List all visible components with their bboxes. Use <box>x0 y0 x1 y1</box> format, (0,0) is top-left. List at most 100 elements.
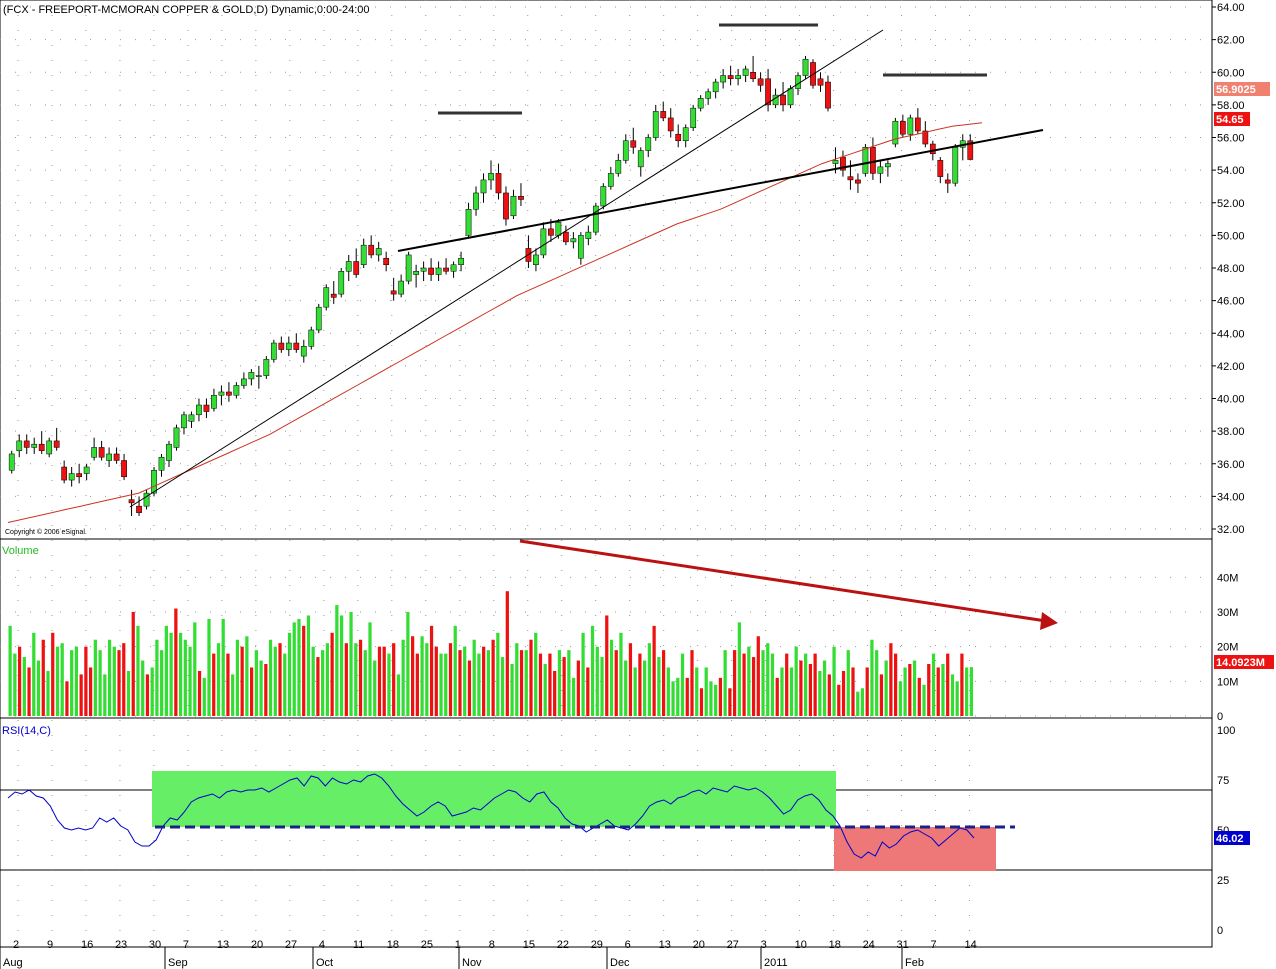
month-tick-label: Sep <box>168 957 188 969</box>
volume-downtrend-arrow <box>519 539 1047 623</box>
volume-bar <box>529 639 533 716</box>
price-tick-label: 46.00 <box>1217 296 1245 308</box>
date-tick-label: 7 <box>931 939 937 951</box>
candle-body <box>922 130 929 145</box>
candle-body <box>398 280 405 295</box>
volume-bar <box>524 650 528 716</box>
candle-body <box>862 147 869 174</box>
candle-body <box>188 414 195 422</box>
volume-bar <box>690 650 694 716</box>
volume-bar <box>770 653 775 716</box>
volume-bar <box>936 667 940 716</box>
volume-bar <box>685 677 689 716</box>
volume-bar <box>136 625 140 716</box>
date-tick-label: 10 <box>795 939 807 951</box>
volume-bar <box>709 681 713 716</box>
date-tick-label: 13 <box>659 939 671 951</box>
volume-bar <box>515 643 519 716</box>
candle-body <box>727 75 734 80</box>
chart-title: (FCX - FREEPORT-MCMORAN COPPER & GOLD,D)… <box>3 4 370 16</box>
price-tick-label: 52.00 <box>1217 198 1245 210</box>
volume-bar <box>737 622 741 716</box>
candle-body <box>518 195 524 200</box>
date-tick-label: 3 <box>761 939 767 951</box>
volume-bar <box>628 643 633 716</box>
volume-bar <box>335 605 339 716</box>
volume-bar <box>534 632 538 716</box>
volume-bar <box>931 653 936 716</box>
volume-bar <box>292 622 296 716</box>
rsi-tick-label: 25 <box>1217 875 1229 887</box>
axes: 64.00 62.00 60.00 58.00 56.00 54.00 52.00 50.00… <box>0 2 1245 969</box>
rsi-line <box>7 773 975 859</box>
volume-bar <box>216 643 221 716</box>
candle-body <box>293 342 300 350</box>
candle-body <box>83 466 90 474</box>
candle-body <box>555 222 562 236</box>
candle-body <box>592 205 599 233</box>
support-trendline <box>397 129 1044 252</box>
candle-body <box>285 342 292 350</box>
volume-bar <box>870 639 874 716</box>
date-tick-label: 11 <box>353 939 364 951</box>
volume-bar <box>51 632 55 716</box>
volume-bar <box>46 670 50 716</box>
candle-body <box>68 473 75 481</box>
date-tick-label: 4 <box>319 939 325 951</box>
candle-body <box>173 427 180 448</box>
month-tick-label: 2011 <box>764 957 788 969</box>
volume-bar <box>766 643 770 716</box>
volume-bar <box>804 653 808 716</box>
volume-bar <box>429 625 434 716</box>
volume-bar <box>363 650 367 716</box>
candle-body <box>899 120 906 135</box>
candle-body <box>682 127 689 142</box>
volume-bar <box>197 670 202 716</box>
candle-body <box>338 271 345 295</box>
candle-body <box>765 78 771 106</box>
volume-bar <box>500 657 505 716</box>
volume-bar <box>955 681 959 716</box>
date-tick-label: 6 <box>625 939 631 951</box>
volume-bar <box>605 615 609 716</box>
volume-bar <box>657 657 661 716</box>
volume-bar <box>619 632 623 716</box>
date-tick-label: 2 <box>13 939 19 951</box>
candle-body <box>315 306 322 331</box>
volume-bar <box>519 650 524 716</box>
candle-body <box>405 254 412 282</box>
volume-bar <box>354 643 358 716</box>
date-tick-label: 20 <box>693 939 705 951</box>
candle-body <box>892 120 899 145</box>
candle-body <box>877 166 884 174</box>
date-tick-label: 30 <box>149 939 161 951</box>
candle-body <box>413 271 419 275</box>
volume-bar <box>93 639 97 716</box>
candle-body <box>270 342 277 360</box>
volume-bar <box>638 653 642 716</box>
volume-bar <box>377 646 382 716</box>
volume-bar <box>164 625 168 716</box>
volume-bar <box>382 646 386 716</box>
volume-bar <box>553 670 557 716</box>
volume-bar <box>728 688 732 716</box>
price-tick-label: 32.00 <box>1217 524 1245 536</box>
volume-bar <box>302 625 306 716</box>
candle-body <box>510 195 517 217</box>
volume-bar <box>178 632 183 716</box>
price-panel <box>7 55 983 523</box>
volume-bar <box>908 664 912 716</box>
volume-bar <box>695 667 699 716</box>
candle-body <box>787 88 794 106</box>
candle-body <box>308 329 315 347</box>
volume-bar <box>889 643 893 716</box>
candle-body <box>465 209 472 236</box>
rsi-tick-label: 100 <box>1217 725 1235 737</box>
volume-bar <box>373 660 377 716</box>
candle-body <box>870 147 876 174</box>
volume-bar <box>174 608 178 716</box>
price-tick-label: 44.00 <box>1217 328 1245 340</box>
volume-bar <box>27 667 31 716</box>
rsi-tick-label: 75 <box>1217 775 1229 787</box>
volume-bar <box>387 653 391 716</box>
